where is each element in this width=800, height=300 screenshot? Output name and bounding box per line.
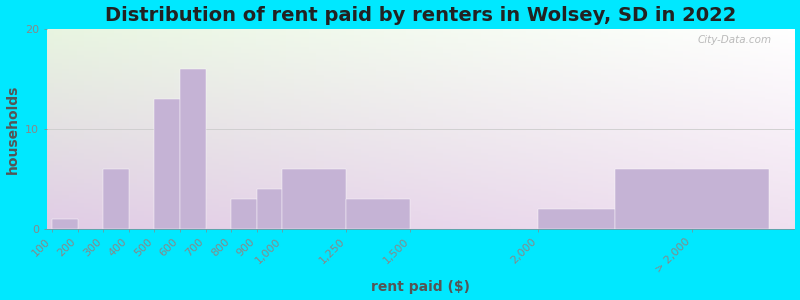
Bar [180,69,206,229]
Bar [231,199,257,229]
Bar [538,209,615,229]
Y-axis label: households: households [6,84,19,173]
Bar [257,189,282,229]
Bar [282,169,346,229]
Title: Distribution of rent paid by renters in Wolsey, SD in 2022: Distribution of rent paid by renters in … [105,6,736,25]
Bar [346,199,410,229]
Bar [52,219,78,229]
Bar [154,99,180,229]
X-axis label: rent paid ($): rent paid ($) [371,280,470,294]
Bar [103,169,129,229]
Text: City-Data.com: City-Data.com [698,35,772,45]
Bar [615,169,769,229]
